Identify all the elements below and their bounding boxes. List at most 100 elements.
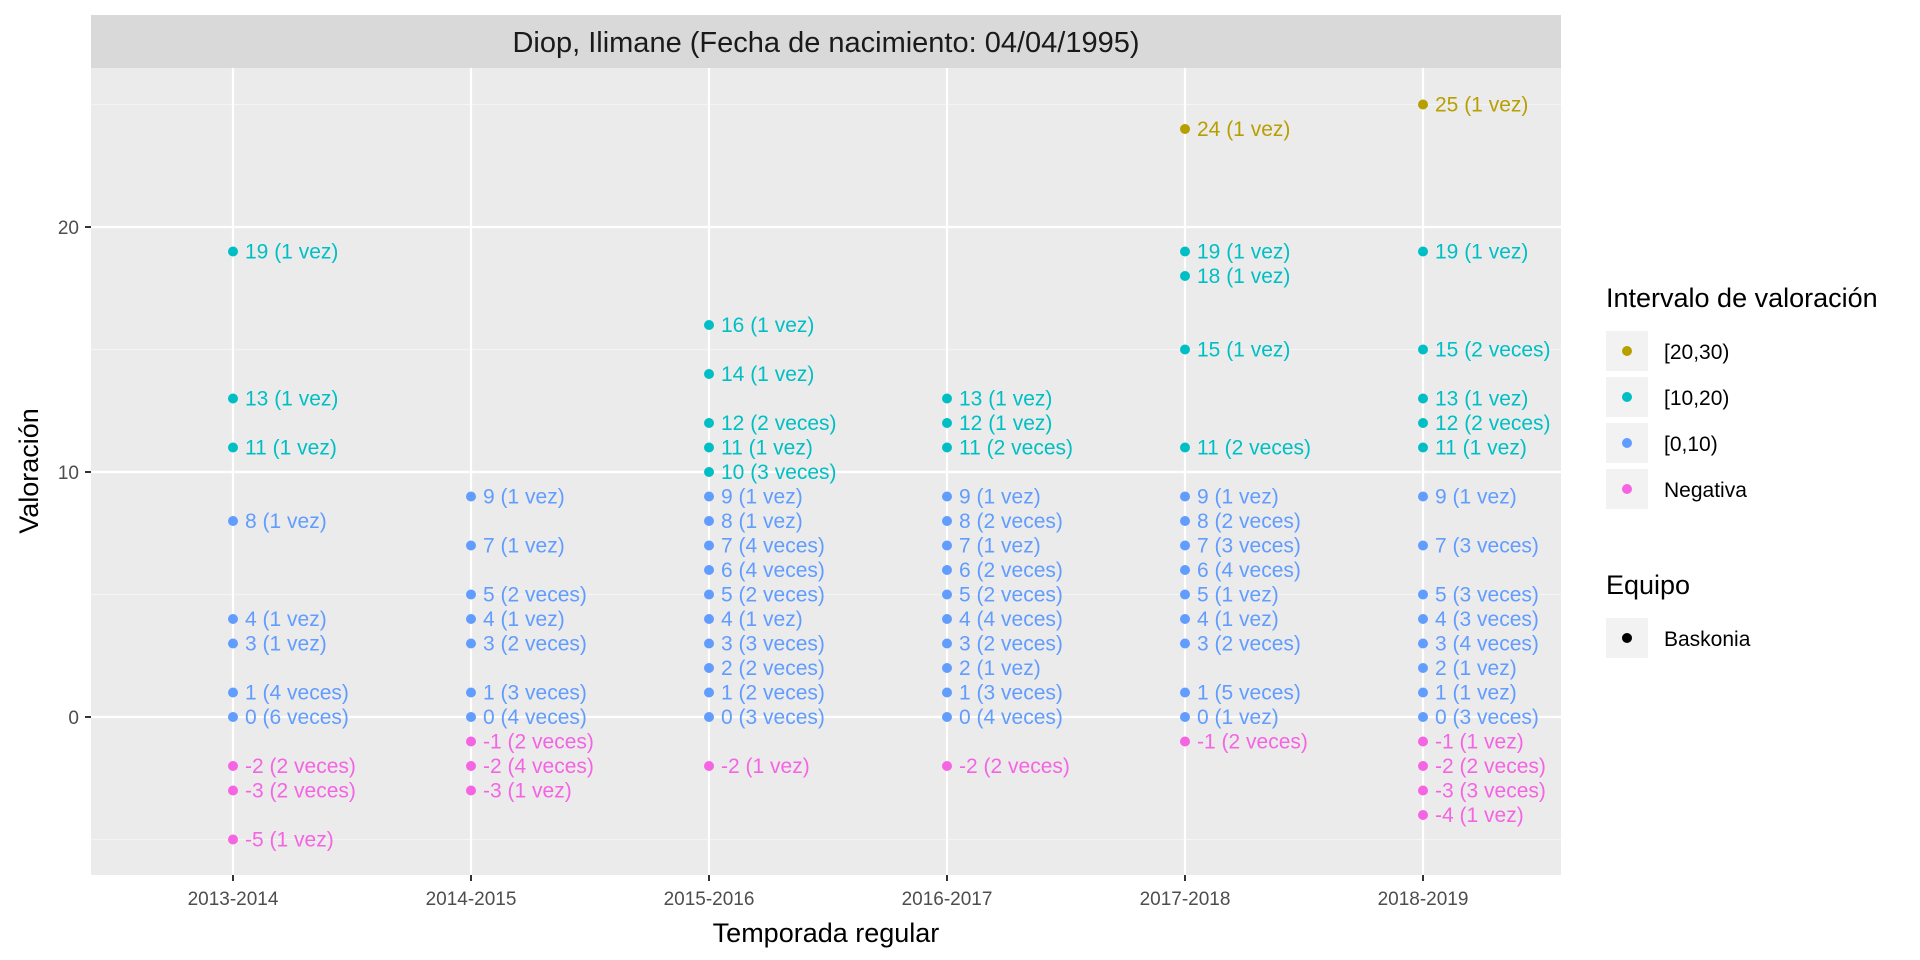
legend-key-point xyxy=(1622,438,1632,448)
data-point xyxy=(228,834,238,845)
x-tick-label: 2014-2015 xyxy=(426,889,517,910)
data-label: 5 (3 veces) xyxy=(1435,584,1539,607)
y-tick-label: 20 xyxy=(58,218,79,239)
data-label: 4 (1 vez) xyxy=(483,608,565,631)
data-point xyxy=(942,663,952,673)
data-point xyxy=(942,540,952,551)
data-point xyxy=(704,369,714,379)
legend-label: [0,10) xyxy=(1664,433,1718,456)
data-label: 0 (6 veces) xyxy=(245,706,349,729)
data-point xyxy=(228,614,238,624)
data-point xyxy=(704,663,714,673)
data-label: 8 (1 vez) xyxy=(721,510,803,533)
data-label: 1 (3 veces) xyxy=(959,682,1063,705)
data-label: 4 (1 vez) xyxy=(721,608,803,631)
data-label: 12 (1 vez) xyxy=(959,412,1052,435)
data-label: 10 (3 veces) xyxy=(721,461,837,484)
data-point xyxy=(466,785,476,796)
data-point xyxy=(228,516,238,526)
data-point xyxy=(704,712,714,722)
data-label: 5 (2 veces) xyxy=(959,584,1063,607)
data-label: 13 (1 vez) xyxy=(1435,388,1528,411)
legend-label: [10,20) xyxy=(1664,387,1729,410)
data-point xyxy=(1180,614,1190,624)
data-label: -1 (1 vez) xyxy=(1435,731,1524,754)
data-point xyxy=(1180,246,1190,257)
data-point xyxy=(704,418,714,428)
data-point xyxy=(942,491,952,502)
data-label: 4 (4 veces) xyxy=(959,608,1063,631)
data-point xyxy=(1418,785,1428,796)
data-label: 11 (1 vez) xyxy=(1435,437,1527,460)
data-label: 7 (3 veces) xyxy=(1435,535,1539,558)
data-label: 13 (1 vez) xyxy=(959,388,1052,411)
data-point xyxy=(228,393,238,404)
data-label: 6 (4 veces) xyxy=(721,559,825,582)
data-label: 8 (1 vez) xyxy=(245,510,327,533)
y-axis: 0 10 20 xyxy=(58,218,91,729)
data-point xyxy=(466,491,476,502)
data-point xyxy=(466,638,476,649)
data-point xyxy=(1418,418,1428,428)
data-label: 7 (1 vez) xyxy=(483,535,565,558)
legend-label: Baskonia xyxy=(1664,628,1751,651)
data-label: 19 (1 vez) xyxy=(1435,241,1528,264)
y-tick-label: 0 xyxy=(68,708,79,729)
data-point xyxy=(704,565,714,575)
data-label: 1 (4 veces) xyxy=(245,682,349,705)
data-point xyxy=(1180,565,1190,575)
data-label: 0 (3 veces) xyxy=(1435,706,1539,729)
chart-title: Diop, Ilimane (Fecha de nacimiento: 04/0… xyxy=(512,27,1139,59)
data-label: -2 (4 veces) xyxy=(483,755,594,778)
data-point xyxy=(466,589,476,600)
data-point xyxy=(942,687,952,698)
facet-strip xyxy=(91,15,1561,68)
data-point xyxy=(1180,589,1190,600)
data-point xyxy=(228,442,238,453)
data-label: -3 (1 vez) xyxy=(483,780,572,803)
data-point xyxy=(466,540,476,551)
data-label: 16 (1 vez) xyxy=(721,314,814,337)
legend-key-point xyxy=(1622,484,1632,494)
data-point xyxy=(1180,271,1190,281)
data-point xyxy=(1418,99,1428,110)
data-point xyxy=(1418,246,1428,257)
data-label: -2 (2 veces) xyxy=(1435,755,1546,778)
data-label: 3 (2 veces) xyxy=(959,633,1063,656)
y-tick-label: 10 xyxy=(58,463,79,484)
data-point xyxy=(1180,516,1190,526)
data-label: -5 (1 vez) xyxy=(245,829,334,852)
data-label: 11 (1 vez) xyxy=(721,437,813,460)
data-point xyxy=(942,638,952,649)
data-point xyxy=(228,687,238,698)
data-label: 3 (4 veces) xyxy=(1435,633,1539,656)
data-label: 5 (2 veces) xyxy=(483,584,587,607)
data-label: 15 (2 veces) xyxy=(1435,339,1551,362)
data-label: 0 (3 veces) xyxy=(721,706,825,729)
data-label: 9 (1 vez) xyxy=(1435,486,1517,509)
data-label: 9 (1 vez) xyxy=(483,486,565,509)
data-point xyxy=(228,785,238,796)
legend-key-point xyxy=(1622,633,1632,643)
legend-label: [20,30) xyxy=(1664,341,1729,364)
data-label: 12 (2 veces) xyxy=(1435,412,1551,435)
data-label: 5 (2 veces) xyxy=(721,584,825,607)
data-label: 1 (3 veces) xyxy=(483,682,587,705)
data-point xyxy=(704,589,714,600)
data-label: 7 (1 vez) xyxy=(959,535,1041,558)
data-point xyxy=(228,712,238,722)
data-label: 11 (2 veces) xyxy=(1197,437,1311,460)
data-point xyxy=(704,516,714,526)
data-point xyxy=(1418,491,1428,502)
data-label: 11 (2 veces) xyxy=(959,437,1073,460)
data-label: 24 (1 vez) xyxy=(1197,118,1290,141)
data-label: 6 (4 veces) xyxy=(1197,559,1301,582)
data-label: 12 (2 veces) xyxy=(721,412,837,435)
x-axis-title: Temporada regular xyxy=(713,918,940,948)
data-label: -2 (2 veces) xyxy=(959,755,1070,778)
data-point xyxy=(228,638,238,649)
x-tick-label: 2017-2018 xyxy=(1140,889,1231,910)
data-point xyxy=(1418,810,1428,820)
data-point xyxy=(1418,761,1428,771)
